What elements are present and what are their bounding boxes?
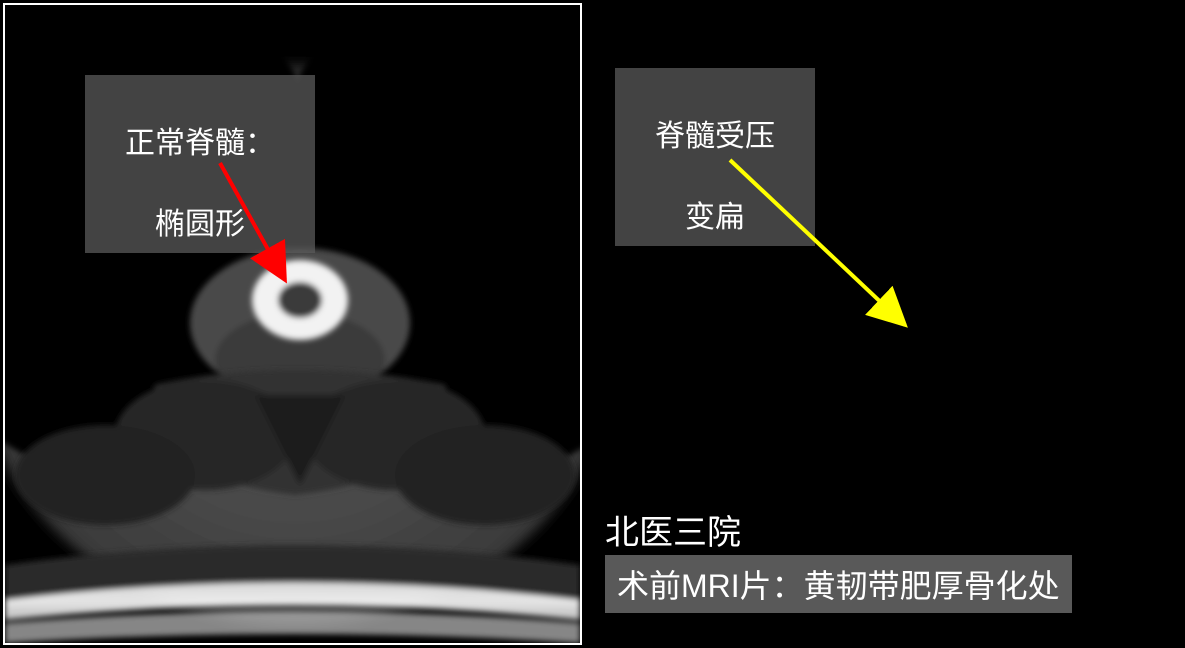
compressed-cord-label: 脊髓受压 变扁: [615, 68, 815, 246]
red-arrow: [5, 5, 580, 643]
compressed-cord-label-line2: 变扁: [685, 201, 745, 234]
left-panel: 正常脊髓： 椭圆形: [3, 3, 582, 645]
hospital-name: 北医三院: [605, 505, 741, 554]
compressed-cord-label-line1: 脊髓受压: [655, 120, 775, 153]
caption-preop-mri: 术前MRI片：黄韧带肥厚骨化处: [605, 555, 1072, 613]
